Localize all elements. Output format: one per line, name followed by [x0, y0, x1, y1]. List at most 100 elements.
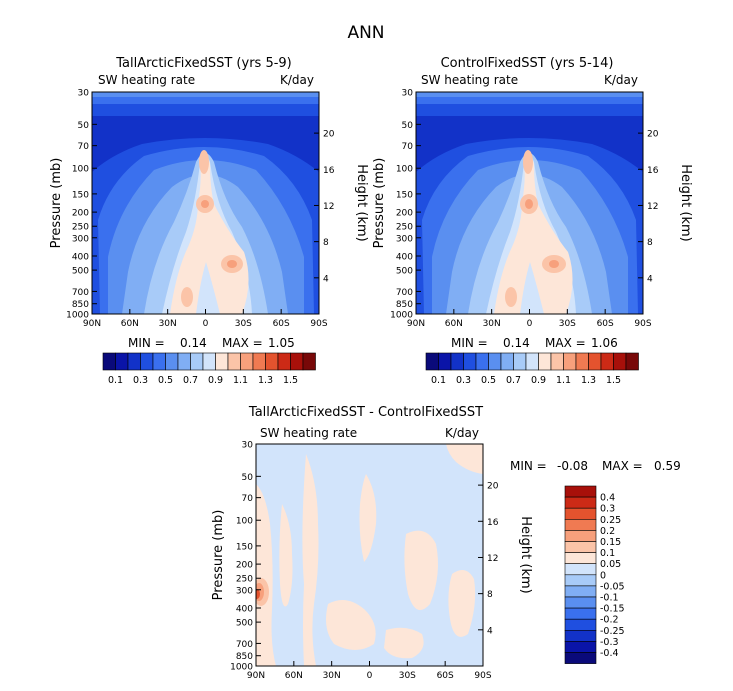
- y-tick-label: 250: [396, 223, 413, 233]
- colorbar-label: 0.2: [600, 526, 615, 537]
- colorbar-label: 0.9: [531, 375, 546, 386]
- colorbar-swatch: [564, 496, 597, 509]
- colorbar-swatch: [513, 352, 527, 371]
- colorbar-label: 0.1: [108, 375, 123, 386]
- colorbar-label: 0.5: [158, 375, 173, 386]
- colorbar: 0.40.30.250.20.150.10.050-0.05-0.1-0.15-…: [564, 485, 625, 664]
- y-tick-label: 70: [78, 142, 90, 152]
- units-label: K/day: [280, 73, 314, 87]
- units-label: K/day: [604, 73, 638, 87]
- y-tick-label: 700: [72, 288, 89, 298]
- colorbar-swatch: [252, 352, 266, 371]
- colorbar-swatch: [500, 352, 514, 371]
- colorbar-swatch: [215, 352, 229, 371]
- colorbar-swatch: [227, 352, 241, 371]
- y-tick-label: 100: [396, 165, 413, 175]
- colorbar-label: 1.3: [258, 375, 273, 386]
- panel-control: ControlFixedSST (yrs 5-14) SW heating ra…: [372, 56, 693, 386]
- x-tick-label: 0: [203, 319, 209, 329]
- x-tick-label: 90S: [634, 319, 651, 329]
- colorbar-swatch: [277, 352, 291, 371]
- diff-positive-3: [302, 454, 319, 666]
- field-max-upper: [523, 150, 533, 174]
- colorbar-label: 0.9: [208, 375, 223, 386]
- colorbar-swatch: [564, 552, 597, 564]
- y-tick-label: 30: [402, 89, 414, 99]
- height-tick-label: 12: [487, 554, 498, 564]
- colorbar-label: 0.05: [600, 559, 621, 570]
- field-max-bottom: [181, 287, 193, 307]
- colorbar-swatch: [538, 352, 552, 371]
- min-label: MIN =: [510, 459, 547, 473]
- field-max-right-core: [227, 260, 237, 268]
- colorbar-swatch: [165, 352, 179, 371]
- min-value: -0.08: [557, 459, 588, 473]
- height-tick-label: 16: [323, 166, 335, 176]
- variable-label: SW heating rate: [98, 73, 195, 87]
- height-tick-label: 16: [647, 166, 659, 176]
- y-tick-label: 400: [72, 252, 89, 262]
- colorbar-label: 0.3: [456, 375, 471, 386]
- y-tick-label: 250: [72, 223, 89, 233]
- x-axis: 90N 60N 30N 0 30S 60S 90S: [247, 661, 492, 681]
- colorbar-swatch: [115, 352, 129, 371]
- diff-positive-top: [446, 444, 483, 474]
- colorbar-label: -0.2: [600, 615, 619, 626]
- max-label: MAX =: [602, 459, 643, 473]
- x-tick-label: 60S: [273, 319, 290, 329]
- x-tick-label: 60S: [597, 319, 614, 329]
- colorbar-label: -0.4: [600, 648, 619, 659]
- panel-tall-arctic: TallArcticFixedSST (yrs 5-9) SW heating …: [49, 56, 369, 386]
- colorbar-swatch: [190, 352, 204, 371]
- colorbar-swatch: [564, 585, 597, 598]
- height-tick-label: 20: [487, 482, 499, 492]
- colorbar-swatch: [564, 518, 597, 531]
- units-label: K/day: [445, 426, 479, 440]
- colorbar-swatch: [563, 352, 577, 371]
- colorbar-swatch: [564, 607, 597, 620]
- panel-title: TallArcticFixedSST - ControlFixedSST: [248, 405, 483, 420]
- colorbar-swatch: [625, 352, 639, 371]
- y-tick-label: 50: [78, 121, 90, 131]
- y-tick-label: 100: [236, 517, 253, 527]
- height-tick-label: 20: [323, 130, 335, 140]
- y-axis-right: 20 16 12 8 4: [314, 130, 335, 284]
- colorbar-swatch: [588, 352, 602, 371]
- y-tick-label: 300: [396, 234, 413, 244]
- colorbar-swatch: [152, 352, 166, 371]
- y-tick-label: 1000: [230, 663, 253, 673]
- colorbar-label: 1.3: [581, 375, 596, 386]
- y-tick-label: 500: [236, 619, 253, 629]
- colorbar-swatch: [575, 352, 589, 371]
- min-value: 0.14: [180, 336, 207, 350]
- field-strat-3: [92, 92, 319, 97]
- panel-title: TallArcticFixedSST (yrs 5-9): [115, 56, 292, 71]
- y-axis-right: 20 16 12 8 4: [638, 130, 659, 284]
- colorbar-label: 1.1: [233, 375, 248, 386]
- max-label: MAX =: [222, 336, 263, 350]
- colorbar-swatch: [438, 352, 452, 371]
- x-axis: 90N 60N 30N 0 30S 60S 90S: [407, 309, 652, 329]
- height-tick-label: 8: [487, 590, 493, 600]
- colorbar-label: -0.15: [600, 604, 625, 615]
- height-tick-label: 8: [323, 238, 329, 248]
- x-tick-label: 90S: [474, 671, 491, 681]
- y-tick-label: 70: [402, 142, 414, 152]
- y-tick-label: 100: [72, 165, 89, 175]
- y-tick-label: 500: [72, 267, 89, 277]
- x-tick-label: 30S: [559, 319, 576, 329]
- colorbar-swatch: [564, 485, 597, 498]
- y-axis-title: Pressure (mb): [372, 158, 387, 249]
- y-tick-label: 400: [236, 604, 253, 614]
- diff-positive-8: [384, 627, 424, 659]
- colorbar-swatch: [564, 541, 597, 553]
- colorbar-swatch: [177, 352, 191, 371]
- colorbar-label: 0.25: [600, 515, 621, 526]
- field-max-right-core: [549, 260, 559, 268]
- colorbar-label: 0: [600, 570, 606, 581]
- colorbar-swatch: [564, 530, 597, 542]
- height-tick-label: 20: [647, 130, 659, 140]
- colorbar-swatch: [550, 352, 564, 371]
